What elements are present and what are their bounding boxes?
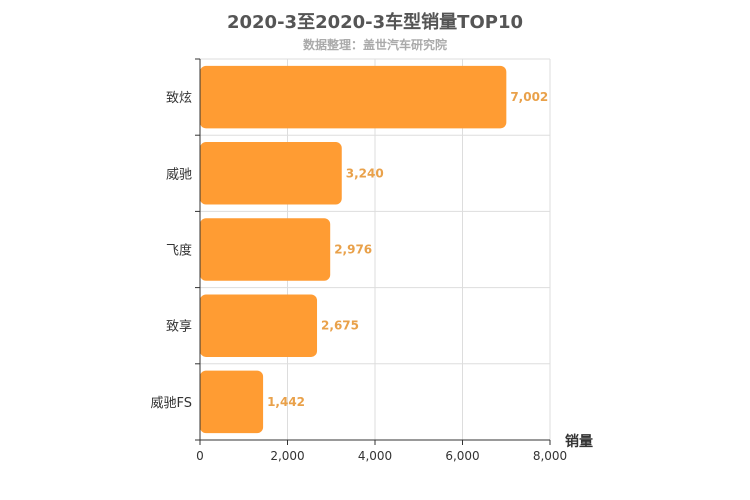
x-tick-label: 6,000 [445,449,479,463]
data-label: 2,976 [334,243,372,257]
x-axis-label: 销量 [565,433,593,450]
x-tick-label: 0 [196,449,204,463]
data-label: 1,442 [267,395,305,409]
y-tick-label: 威驰FS [150,396,192,411]
chart-title: 2020-3至2020-3车型销量TOP10 [226,12,523,33]
x-tick-label: 8,000 [533,449,567,463]
data-label: 7,002 [510,90,548,104]
bar [200,370,264,434]
y-tick-label: 致享 [166,319,192,335]
x-tick-label: 4,000 [358,449,392,463]
y-tick-label: 致炫 [166,90,192,106]
y-tick-label: 飞度 [166,243,192,259]
bar [200,65,507,129]
x-tick-label: 2,000 [270,449,304,463]
bar [200,294,318,357]
bar [200,142,342,205]
y-tick-label: 威驰 [166,167,192,182]
chart-subtitle: 数据整理：盖世汽车研究院 [302,38,447,52]
data-label: 3,240 [346,166,384,180]
data-label: 2,675 [321,319,359,333]
bar [200,218,331,281]
